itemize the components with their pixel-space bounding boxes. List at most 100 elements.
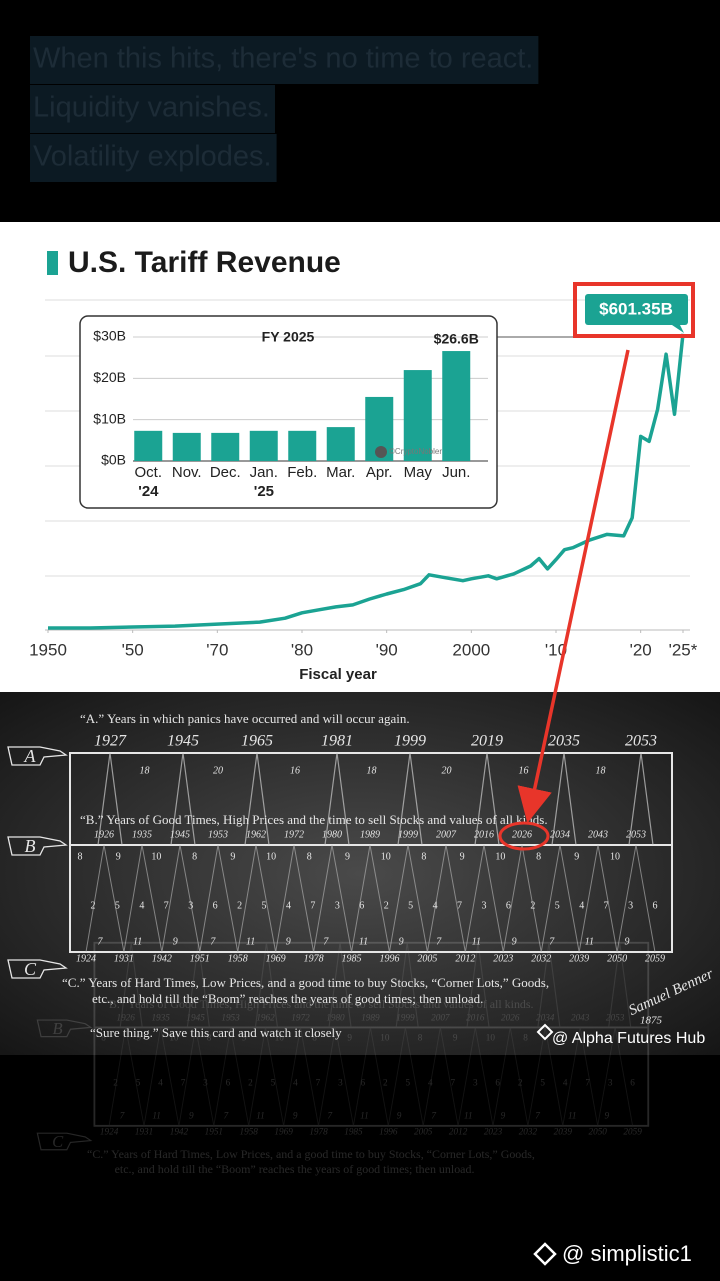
b-year: 1935	[151, 1012, 170, 1022]
c-year: 2050	[589, 1126, 608, 1136]
c-gap: 9	[286, 936, 291, 947]
mid-digit: 2	[383, 1078, 388, 1088]
b-gap: 9	[453, 1033, 458, 1043]
c-year: 1924	[100, 1126, 119, 1136]
c-gap: 7	[98, 936, 104, 947]
mid-digit: 7	[450, 1078, 455, 1088]
hand-letter: A	[24, 746, 37, 766]
b-year: 1945	[186, 1012, 205, 1022]
mid-digit: 6	[213, 900, 218, 911]
x-tick-label: Feb.	[287, 464, 317, 481]
b-caption: “B.” Years of Good Times, High Prices an…	[80, 812, 548, 827]
b-gap: 10	[380, 1033, 390, 1043]
b-year: 2053	[626, 829, 646, 840]
a-gap: 18	[596, 765, 606, 776]
header-line: When this hits, there's no time to react…	[33, 43, 533, 75]
hand-letter: C	[24, 959, 37, 979]
y-tick-label: $10B	[93, 410, 126, 426]
b-year: 2034	[536, 1012, 555, 1022]
header-line: Volatility explodes.	[33, 141, 272, 173]
mid-digit: 3	[188, 900, 193, 911]
c-year: 1924	[76, 953, 96, 964]
x-tick-label: '25*	[669, 640, 698, 659]
b-gap: 10	[591, 1033, 601, 1043]
c-year: 2032	[519, 1126, 538, 1136]
mid-digit: 4	[293, 1078, 298, 1088]
c-year: 2059	[645, 953, 665, 964]
c-year: 1985	[344, 1126, 363, 1136]
b-year: 1953	[208, 829, 228, 840]
x-tick-sublabel: '24	[138, 483, 159, 500]
text-highlight	[30, 134, 277, 182]
c-gap: 7	[120, 1111, 125, 1121]
header-line: Liquidity vanishes.	[33, 92, 270, 124]
mid-digit: 4	[579, 900, 584, 911]
b-year: 2016	[466, 1012, 485, 1022]
b-gap: 8	[418, 1033, 423, 1043]
cycle-lines	[85, 844, 656, 953]
b-gap: 8	[523, 1033, 528, 1043]
b-gap: 8	[101, 1033, 106, 1043]
b-gap: 9	[345, 851, 350, 862]
x-tick-label: Apr.	[366, 464, 393, 481]
b-caption: “B.” Years of Good Times, High Prices an…	[104, 997, 534, 1011]
b-year: 1999	[396, 1012, 415, 1022]
mid-digit: 7	[164, 900, 169, 911]
mid-digit: 5	[271, 1078, 276, 1088]
value-label: $601.35B	[599, 299, 673, 318]
b-year: 1989	[361, 1012, 380, 1022]
inset-title: FY 2025	[262, 329, 315, 345]
c-year: 1978	[309, 1126, 328, 1136]
b-year: 2026	[512, 829, 532, 840]
chart-title: U.S. Tariff Revenue	[68, 246, 341, 279]
hand-letter: B	[53, 1019, 63, 1038]
b-gap: 8	[421, 851, 426, 862]
card-frame	[93, 941, 650, 1127]
b-year: 2043	[588, 829, 608, 840]
x-tick-label: '80	[291, 640, 313, 659]
b-year: 2016	[474, 829, 494, 840]
watermarks: @ Alpha Futures Hub @ simplistic1	[533, 1023, 705, 1266]
a-gap: 16	[519, 765, 529, 776]
text-highlight	[30, 85, 275, 133]
a-gap: 18	[367, 765, 377, 776]
b-year: 2053	[606, 1012, 625, 1022]
mid-digit: 2	[237, 900, 242, 911]
c-gap: 7	[327, 1111, 332, 1121]
pointing-hand	[36, 1132, 93, 1151]
a-gap: 18	[140, 765, 150, 776]
a-year: 1965	[241, 733, 273, 750]
mid-digit: 3	[628, 900, 633, 911]
b-gap: 10	[151, 851, 161, 862]
mid-digit: 7	[457, 900, 462, 911]
c-year: 2050	[607, 953, 627, 964]
b-gap: 10	[486, 1033, 496, 1043]
pointing-hand	[36, 1019, 93, 1038]
c-year: 1951	[205, 1126, 223, 1136]
c-gap: 11	[256, 1111, 265, 1121]
mid-digit: 2	[113, 1078, 118, 1088]
c-year: 2032	[531, 953, 551, 964]
c-year: 2012	[449, 1126, 468, 1136]
b-gap: 8	[78, 851, 83, 862]
c-gap: 9	[605, 1111, 610, 1121]
c-gap: 9	[397, 1111, 402, 1121]
mid-digit: 5	[540, 1078, 545, 1088]
mid-digit: 6	[506, 900, 511, 911]
b-gap: 8	[536, 851, 541, 862]
mid-digit: 5	[115, 900, 120, 911]
watermark: @ Alpha Futures Hub	[552, 1030, 705, 1047]
mid-digit: 7	[310, 900, 315, 911]
b-year: 1989	[360, 829, 380, 840]
a-year: 1945	[167, 733, 199, 750]
b-gap: 9	[242, 1033, 247, 1043]
mid-digit: 4	[139, 900, 144, 911]
bar	[172, 432, 201, 461]
b-year: 1926	[94, 829, 114, 840]
highlight-circle	[498, 821, 550, 851]
c-year: 1969	[266, 953, 286, 964]
a-gap: 16	[290, 765, 300, 776]
x-tick-label: Jan.	[250, 464, 278, 481]
